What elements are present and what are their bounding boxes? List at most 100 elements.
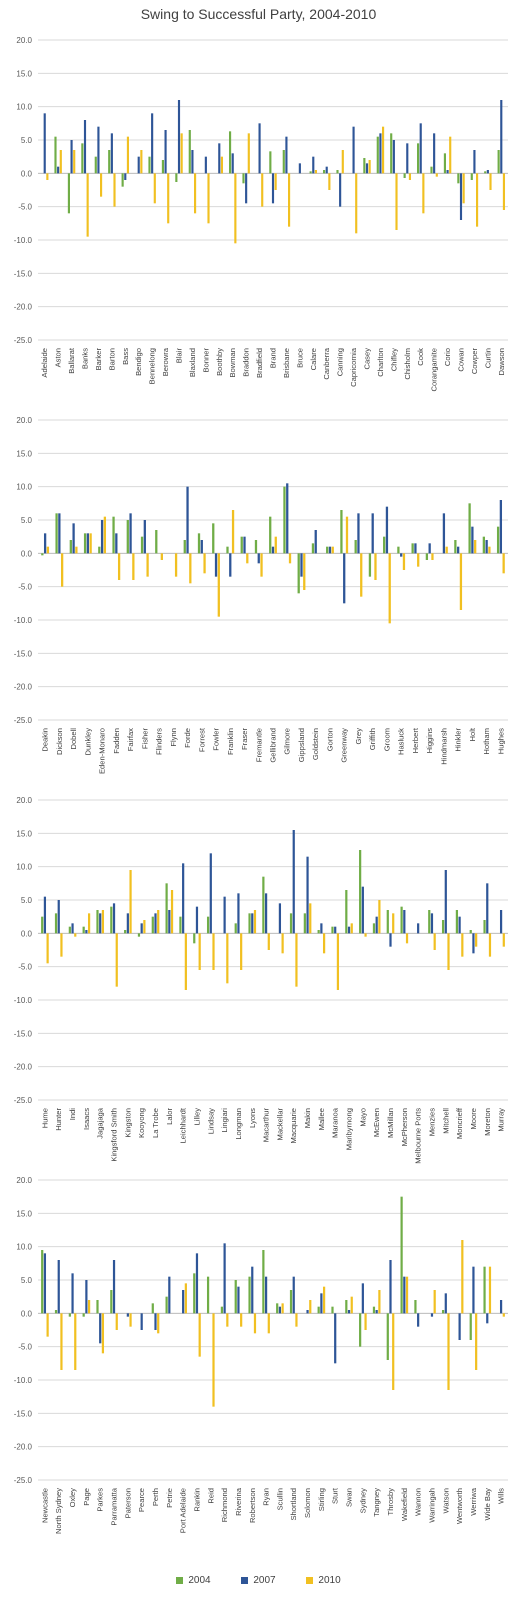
bar-2004: [137, 933, 141, 937]
bar-2010: [157, 1313, 160, 1334]
bar-2010: [226, 1313, 229, 1327]
y-tick-label: -25.0: [14, 716, 33, 725]
bar-2010: [431, 553, 434, 560]
y-tick-label: -20.0: [14, 683, 33, 692]
bar-2004: [254, 540, 258, 554]
bar-2007: [458, 916, 461, 934]
bar-2007: [223, 896, 226, 934]
bar-2004: [183, 540, 186, 554]
bar-2004: [386, 910, 389, 934]
bar-2007: [357, 513, 360, 554]
x-tick-label: Berowra: [161, 347, 170, 376]
bar-2010: [364, 1313, 367, 1330]
x-tick-label: Bass: [121, 348, 130, 365]
x-tick-label: Forrest: [197, 727, 206, 752]
legend-label-2010: 2010: [318, 1575, 341, 1586]
bar-2004: [376, 136, 379, 174]
bar-2004: [496, 526, 500, 554]
bar-2010: [402, 553, 406, 570]
x-tick-label: Mitchell: [441, 1108, 450, 1134]
bar-2010: [60, 1313, 63, 1370]
y-tick-label: 15.0: [16, 1209, 32, 1218]
y-tick-label: -25.0: [14, 1476, 33, 1485]
bar-2007: [112, 903, 116, 934]
bar-2010: [87, 1300, 91, 1314]
bar-2004: [179, 916, 182, 934]
bar-2010: [46, 546, 50, 554]
x-tick-label: Longman: [234, 1108, 243, 1140]
bar-2004: [359, 850, 362, 934]
bar-2007: [112, 1260, 116, 1314]
bar-2007: [312, 156, 315, 174]
x-tick-label: Sydney: [358, 1488, 367, 1514]
bar-2010: [392, 1313, 395, 1390]
bar-2010: [395, 173, 398, 230]
bar-2004: [81, 143, 84, 174]
bar-2007: [375, 916, 378, 934]
y-tick-label: 5.0: [21, 1276, 33, 1285]
legend-item-2007: 2007: [241, 1575, 276, 1586]
bar-2010: [143, 920, 146, 934]
x-tick-label: Robertson: [248, 1488, 257, 1523]
x-tick-label: Cook: [416, 348, 425, 366]
bar-2007: [361, 1283, 364, 1314]
bar-2004: [54, 913, 58, 934]
bar-2007: [486, 170, 489, 174]
bar-2010: [350, 1296, 353, 1314]
bar-2007: [237, 1286, 240, 1314]
bar-2007: [444, 1293, 447, 1314]
bar-2004: [469, 1313, 472, 1340]
bar-2007: [168, 910, 171, 934]
y-tick-label: 20.0: [16, 796, 32, 805]
bar-2010: [341, 150, 344, 174]
x-tick-label: Hume: [40, 1108, 49, 1128]
bar-2010: [447, 933, 450, 970]
x-tick-label: Hotham: [482, 728, 491, 755]
bar-2007: [292, 830, 295, 934]
x-tick-label: Goldstein: [311, 728, 320, 760]
bar-2004: [372, 1306, 376, 1314]
bar-2010: [476, 173, 479, 227]
x-tick-label: Groom: [382, 728, 391, 751]
bar-2004: [443, 153, 446, 174]
bar-2004: [297, 553, 300, 594]
bar-2004: [226, 546, 229, 554]
bar-2010: [392, 913, 395, 934]
bar-2010: [474, 540, 477, 554]
x-tick-label: Bennelong: [148, 348, 157, 384]
bar-2010: [374, 553, 377, 580]
bar-2010: [180, 133, 183, 174]
bar-2010: [405, 933, 409, 944]
bar-2010: [355, 173, 358, 234]
x-tick-label: Reid: [206, 1488, 215, 1504]
bar-2007: [126, 1313, 129, 1317]
bar-2007: [85, 1280, 88, 1314]
bar-2007: [286, 483, 289, 554]
bar-2004: [234, 923, 237, 934]
bar-2007: [442, 513, 446, 554]
bar-2010: [345, 516, 349, 554]
y-tick-label: 15.0: [16, 69, 32, 78]
x-tick-label: Lyons: [248, 1108, 257, 1128]
bar-2010: [364, 933, 367, 937]
bar-2007: [430, 913, 434, 934]
bar-2004: [289, 1290, 293, 1314]
bar-2004: [326, 546, 329, 554]
bar-2007: [486, 1313, 489, 1324]
bar-2007: [361, 886, 364, 934]
x-tick-label: Wakefield: [400, 1488, 409, 1521]
bar-2004: [468, 503, 471, 554]
x-tick-label: Menzies: [427, 1108, 436, 1136]
bar-2010: [461, 1240, 464, 1314]
bar-2007: [264, 1276, 268, 1314]
bar-2007: [379, 133, 382, 174]
bar-2004: [441, 920, 445, 934]
bar-2010: [489, 173, 492, 190]
y-tick-label: -15.0: [14, 269, 33, 278]
bar-2010: [226, 933, 229, 984]
bar-2007: [406, 143, 409, 174]
bar-2007: [325, 166, 328, 174]
bar-2010: [87, 913, 91, 934]
bar-2007: [97, 126, 100, 174]
